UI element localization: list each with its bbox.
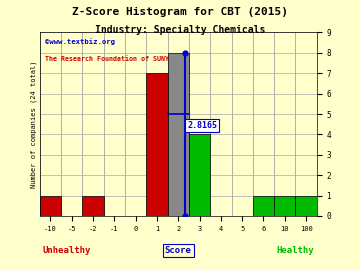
Text: Industry: Specialty Chemicals: Industry: Specialty Chemicals [95,25,265,35]
Text: Score: Score [165,246,192,255]
Text: Unhealthy: Unhealthy [42,246,91,255]
Bar [274,195,296,216]
Bar [82,195,104,216]
Text: Z-Score Histogram for CBT (2015): Z-Score Histogram for CBT (2015) [72,7,288,17]
Text: Healthy: Healthy [276,246,314,255]
Bar [146,73,167,216]
Bar [167,53,189,216]
Bar [189,134,210,216]
Bar [253,195,274,216]
Text: The Research Foundation of SUNY: The Research Foundation of SUNY [45,56,169,62]
Bar [40,195,61,216]
Bar [296,195,317,216]
Y-axis label: Number of companies (24 total): Number of companies (24 total) [30,60,37,188]
Text: ©www.textbiz.org: ©www.textbiz.org [45,38,115,45]
Text: 2.8165: 2.8165 [187,121,217,130]
